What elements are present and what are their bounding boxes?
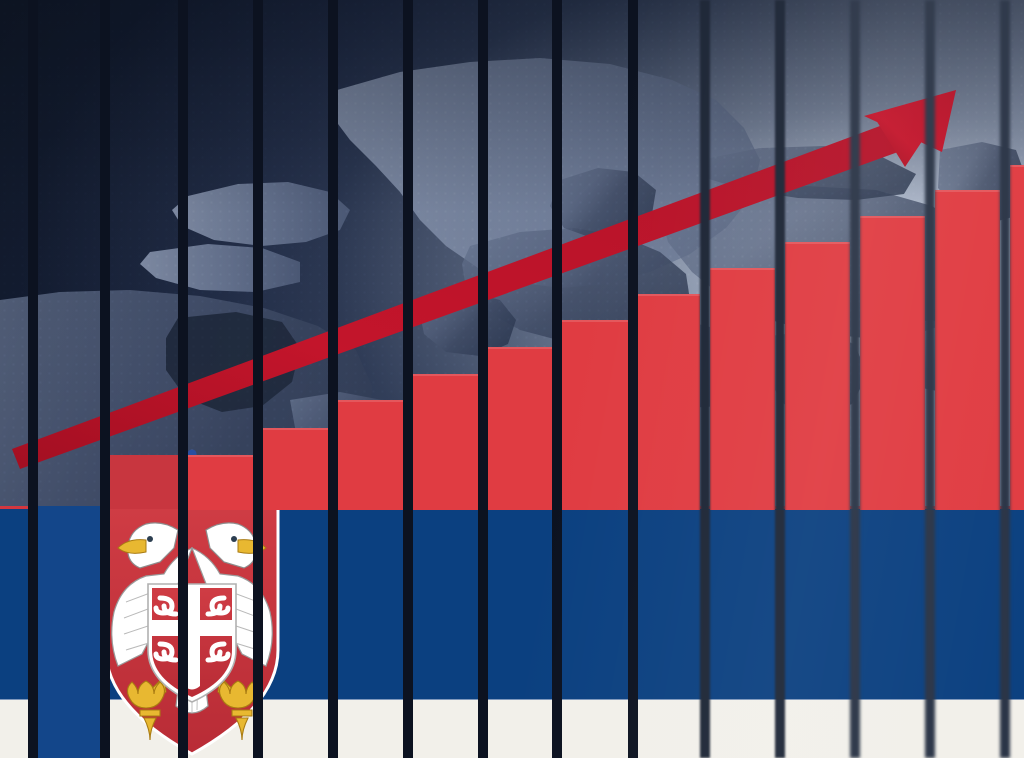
bar (38, 506, 100, 758)
bar (785, 242, 850, 510)
bar (638, 294, 700, 510)
bar (860, 216, 925, 510)
bar-gap (925, 0, 935, 758)
bar-column (413, 0, 478, 758)
bar-gap (700, 0, 710, 758)
bar-column (710, 0, 775, 758)
bar (338, 400, 403, 510)
bar (110, 455, 178, 509)
coa-cross-shield (147, 583, 237, 703)
bar-gap (100, 0, 110, 758)
bar-gap (28, 0, 38, 758)
bar-top-highlight (263, 428, 328, 430)
bar (1010, 165, 1024, 510)
bar (935, 190, 1000, 510)
bar (413, 374, 478, 510)
bar-gap (850, 0, 860, 758)
bar-column (338, 0, 403, 758)
bar-top-highlight (188, 455, 253, 457)
bar-column (562, 0, 628, 758)
bar-gap (775, 0, 785, 758)
bar-gap (478, 0, 488, 758)
bar-top-highlight (1010, 165, 1024, 167)
bar-column (935, 0, 1000, 758)
bar-gap (403, 0, 413, 758)
bar-top-highlight (785, 242, 850, 244)
bar (188, 455, 253, 510)
bar (562, 320, 628, 510)
coa-fleur-de-lis (126, 680, 258, 741)
flag-band-divider (0, 699, 1024, 701)
bar-column (860, 0, 925, 758)
bar (263, 428, 328, 510)
bar-top-highlight (860, 216, 925, 218)
bar-column (1010, 0, 1024, 758)
bar-gap (628, 0, 638, 758)
bar-top-highlight (488, 347, 552, 349)
bar (488, 347, 552, 510)
bar-top-highlight (338, 400, 403, 402)
bar-top-highlight (638, 294, 700, 296)
bar-column (638, 0, 700, 758)
bar-gap (328, 0, 338, 758)
bar-top-highlight (562, 320, 628, 322)
bar-gap (253, 0, 263, 758)
bar-column (785, 0, 850, 758)
bar-column (263, 0, 328, 758)
bar-top-highlight (935, 190, 1000, 192)
bar-gap (1000, 0, 1010, 758)
bar (710, 268, 775, 510)
bar-column (188, 0, 253, 758)
bar-gap (552, 0, 562, 758)
bar-column (488, 0, 552, 758)
bar-gap (178, 0, 188, 758)
bar-top-highlight (710, 268, 775, 270)
bar-top-highlight (413, 374, 478, 376)
